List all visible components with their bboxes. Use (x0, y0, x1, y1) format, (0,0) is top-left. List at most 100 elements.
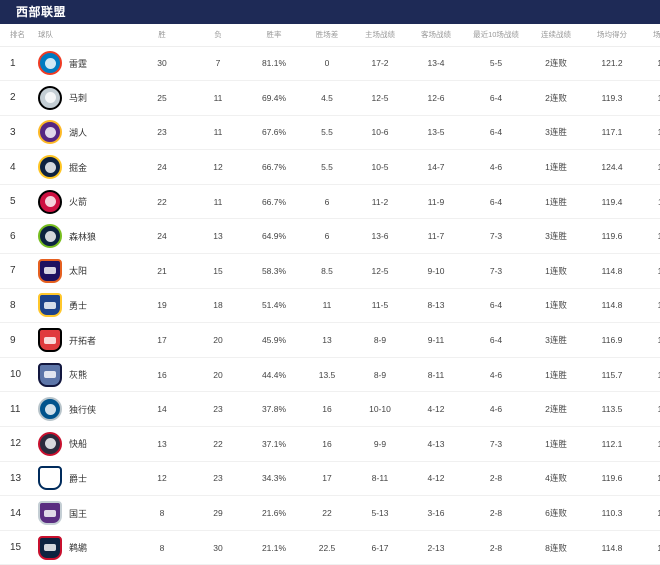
last-ten-cell: 6-4 (464, 288, 528, 324)
games-behind-cell: 6 (302, 184, 352, 220)
wins-cell: 24 (134, 218, 190, 255)
table-row[interactable]: 7太阳211558.3%8.512-59-107-31连败114.8112.82… (0, 253, 660, 289)
losses-cell: 11 (190, 184, 246, 220)
win-pct-cell: 45.9% (246, 322, 302, 358)
table-row[interactable]: 10 灰熊 162044.4%13.58-98-114-61连胜115.7116.6… (0, 357, 660, 393)
column-header-pct[interactable]: 胜率 (246, 24, 302, 47)
points-per-game-cell: 114.8 (584, 530, 640, 565)
streak-cell: 8连败 (528, 530, 584, 565)
team-name: 勇士 (69, 300, 88, 311)
table-row[interactable]: 2马刺251169.4%4.512-512-66-42连败119.3113.95… (0, 80, 660, 116)
rank-cell: 7 (0, 253, 34, 289)
team-cell[interactable]: 爵士 (34, 461, 134, 497)
column-header-streak[interactable]: 连续战绩 (528, 24, 584, 47)
rank-cell: 15 (0, 530, 34, 565)
team-cell[interactable]: 国王 (34, 495, 134, 531)
column-header-gb[interactable]: 胜场差 (302, 24, 352, 47)
streak-cell: 3连胜 (528, 218, 584, 255)
table-header: 排名 球队 胜 负 胜率 胜场差 主场战绩 客场战绩 最近10场战绩 连续战绩 … (0, 24, 660, 47)
wins-cell: 21 (134, 253, 190, 289)
table-row[interactable]: 15 鹈鹕 83021.1%22.56-172-132-88连败114.8122.8… (0, 530, 660, 565)
table-body: 1雷霆30781.1%017-213-45-52连败121.2107.613.6… (0, 46, 660, 565)
table-row[interactable]: 12快船132237.1%169-94-137-31连胜112.1114.2-2… (0, 426, 660, 462)
column-header-last10[interactable]: 最近10场战绩 (464, 24, 528, 47)
losses-cell: 20 (190, 322, 246, 358)
team-cell[interactable]: 火箭 (34, 184, 134, 220)
team-cell[interactable]: 开拓者 (34, 322, 134, 358)
column-header-rank[interactable]: 排名 (0, 24, 34, 47)
column-header-team[interactable]: 球队 (34, 24, 134, 47)
column-header-loss[interactable]: 负 (190, 24, 246, 47)
streak-cell: 2连败 (528, 46, 584, 82)
team-name: 独行侠 (69, 404, 97, 415)
table-row[interactable]: 6森林狼241364.9%613-611-77-33连胜119.6114.15.… (0, 218, 660, 255)
team-cell[interactable]: 马刺 (34, 80, 134, 116)
team-cell[interactable]: 湖人 (34, 115, 134, 151)
conference-banner: 西部联盟 (0, 0, 660, 24)
home-record-cell: 8-11 (352, 461, 408, 497)
column-header-ppg[interactable]: 场均得分 (584, 24, 640, 47)
team-cell[interactable]: 勇士 (34, 288, 134, 324)
column-header-home[interactable]: 主场战绩 (352, 24, 408, 47)
table-row[interactable]: 4掘金241266.7%5.510-514-74-61连胜124.4118.36… (0, 149, 660, 185)
column-header-away[interactable]: 客场战绩 (408, 24, 464, 47)
team-cell[interactable]: 灰熊 (34, 357, 134, 393)
wins-cell: 23 (134, 115, 190, 151)
team-name: 鹈鹕 (69, 543, 88, 554)
streak-cell: 3连胜 (528, 115, 584, 151)
last-ten-cell: 2-8 (464, 530, 528, 565)
games-behind-cell: 0 (302, 46, 352, 82)
team-logo-icon (38, 189, 62, 214)
table-row[interactable]: 11 独行侠 142337.8%1610-104-124-62连胜113.5117.… (0, 391, 660, 428)
team-cell[interactable]: 掘金 (34, 149, 134, 185)
team-cell[interactable]: 太阳 (34, 253, 134, 289)
streak-cell: 2连胜 (528, 391, 584, 428)
opponent-points-cell: 116.6 (640, 357, 660, 393)
points-per-game-cell: 119.6 (584, 218, 640, 255)
games-behind-cell: 22.5 (302, 530, 352, 565)
team-cell[interactable]: 森林狼 (34, 218, 134, 255)
opponent-points-cell: 107.6 (640, 46, 660, 82)
streak-cell: 1连败 (528, 288, 584, 324)
last-ten-cell: 6-4 (464, 115, 528, 151)
rank-cell: 14 (0, 495, 34, 531)
away-record-cell: 12-6 (408, 80, 464, 116)
losses-cell: 23 (190, 461, 246, 497)
away-record-cell: 4-13 (408, 426, 464, 462)
win-pct-cell: 69.4% (246, 80, 302, 116)
losses-cell: 18 (190, 288, 246, 324)
table-row[interactable]: 8勇士191851.4%1111-58-136-41连败114.8113.61.… (0, 288, 660, 324)
table-row[interactable]: 9开拓者172045.9%138-99-116-43连胜116.9119.6-2… (0, 322, 660, 358)
losses-cell: 20 (190, 357, 246, 393)
team-cell[interactable]: 独行侠 (34, 391, 134, 428)
team-logo-icon (38, 362, 62, 387)
team-cell[interactable]: 雷霆 (34, 46, 134, 82)
last-ten-cell: 6-4 (464, 80, 528, 116)
team-logo-icon (38, 85, 62, 110)
team-logo-icon (38, 224, 62, 249)
column-header-win[interactable]: 胜 (134, 24, 190, 47)
table-row[interactable]: 13爵士122334.3%178-114-122-84连败119.6127.0-… (0, 461, 660, 497)
wins-cell: 25 (134, 80, 190, 116)
points-per-game-cell: 112.1 (584, 426, 640, 462)
rank-cell: 10 (0, 357, 34, 393)
losses-cell: 12 (190, 149, 246, 185)
team-cell[interactable]: 快船 (34, 426, 134, 462)
games-behind-cell: 5.5 (302, 149, 352, 185)
team-cell[interactable]: 鹈鹕 (34, 530, 134, 565)
column-header-opp[interactable]: 场均失分 (640, 24, 660, 47)
streak-cell: 1连胜 (528, 426, 584, 462)
team-logo-icon (38, 397, 62, 422)
home-record-cell: 11-5 (352, 288, 408, 324)
losses-cell: 15 (190, 253, 246, 289)
team-logo-icon (38, 535, 62, 560)
wins-cell: 16 (134, 357, 190, 393)
table-row[interactable]: 3湖人231167.6%5.510-613-56-43连胜117.1116.90… (0, 115, 660, 151)
team-logo-icon (38, 51, 62, 76)
table-row[interactable]: 14国王82921.6%225-133-162-86连败110.3122.3-1… (0, 495, 660, 531)
points-per-game-cell: 121.2 (584, 46, 640, 82)
team-name: 太阳 (69, 266, 88, 277)
